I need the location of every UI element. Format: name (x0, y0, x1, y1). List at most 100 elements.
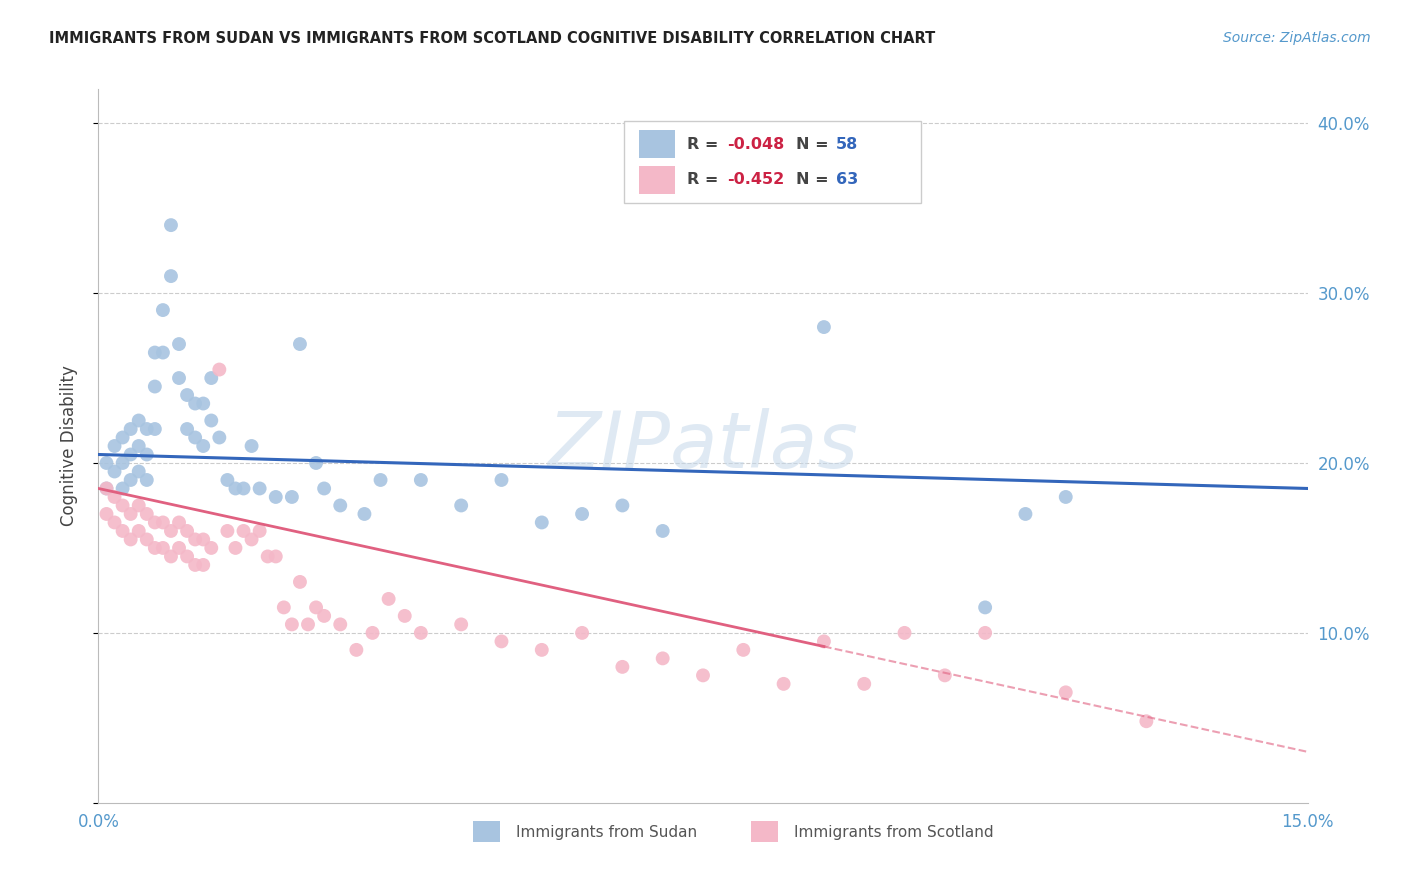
Y-axis label: Cognitive Disability: Cognitive Disability (59, 366, 77, 526)
Point (329, 499, 352, 513)
Point (974, 600, 997, 615)
Point (184, 430, 207, 444)
Text: N =: N = (796, 172, 834, 187)
Point (135, 448, 157, 462)
Point (314, 482, 336, 496)
Point (96, 507, 118, 521)
Text: -0.048: -0.048 (727, 136, 785, 152)
Point (143, 516, 166, 530)
Point (103, 516, 125, 530)
Point (135, 473, 157, 487)
Point (288, 574, 311, 589)
Point (128, 499, 150, 513)
Point (314, 608, 336, 623)
Point (249, 482, 271, 496)
Point (530, 643, 553, 657)
FancyBboxPatch shape (624, 121, 921, 203)
Point (200, 371, 222, 385)
Point (361, 626, 384, 640)
Point (208, 362, 231, 376)
Point (111, 456, 134, 470)
Point (377, 591, 399, 606)
Point (240, 439, 263, 453)
Point (167, 371, 190, 385)
Text: 58: 58 (837, 136, 858, 152)
Point (128, 524, 150, 538)
Point (176, 524, 198, 538)
Point (934, 668, 956, 682)
Point (813, 634, 835, 648)
Point (184, 533, 207, 547)
Point (224, 541, 246, 555)
Point (176, 388, 198, 402)
Point (651, 524, 673, 538)
Point (184, 396, 207, 410)
Point (450, 617, 472, 632)
Point (120, 473, 142, 487)
Point (120, 422, 142, 436)
Point (128, 413, 150, 427)
Point (733, 643, 755, 657)
Point (305, 456, 328, 470)
Point (394, 608, 416, 623)
Point (176, 422, 198, 436)
Point (143, 379, 166, 393)
Point (329, 617, 352, 632)
Point (176, 549, 198, 564)
Point (893, 626, 915, 640)
Point (612, 660, 634, 674)
Point (232, 524, 254, 538)
Point (120, 533, 142, 547)
Point (1054, 490, 1077, 504)
Point (184, 558, 207, 572)
Point (273, 600, 295, 615)
Point (232, 482, 254, 496)
Point (128, 465, 150, 479)
Point (256, 549, 278, 564)
Text: ZIPatlas: ZIPatlas (547, 408, 859, 484)
Point (281, 490, 304, 504)
Point (240, 533, 263, 547)
Point (96, 456, 118, 470)
Text: Immigrants from Scotland: Immigrants from Scotland (793, 825, 993, 840)
Text: R =: R = (688, 172, 724, 187)
Point (264, 549, 287, 564)
Point (193, 533, 215, 547)
Point (281, 617, 304, 632)
Point (974, 626, 997, 640)
Point (297, 617, 319, 632)
Point (111, 430, 134, 444)
Point (571, 507, 593, 521)
Point (853, 677, 876, 691)
Point (135, 422, 157, 436)
Point (167, 337, 190, 351)
Point (1014, 507, 1036, 521)
Point (193, 396, 215, 410)
Point (135, 533, 157, 547)
Point (264, 490, 287, 504)
Point (96, 482, 118, 496)
Point (160, 269, 183, 284)
Point (200, 541, 222, 555)
Point (612, 499, 634, 513)
Point (111, 499, 134, 513)
Point (409, 626, 432, 640)
Point (1135, 714, 1157, 729)
Point (217, 524, 239, 538)
Point (651, 651, 673, 665)
Point (128, 439, 150, 453)
Point (152, 303, 174, 318)
Point (409, 473, 432, 487)
Point (120, 507, 142, 521)
Point (96, 482, 118, 496)
Point (571, 626, 593, 640)
Point (344, 643, 367, 657)
Point (103, 439, 125, 453)
Text: IMMIGRANTS FROM SUDAN VS IMMIGRANTS FROM SCOTLAND COGNITIVE DISABILITY CORRELATI: IMMIGRANTS FROM SUDAN VS IMMIGRANTS FROM… (49, 31, 935, 46)
Point (772, 677, 794, 691)
Point (167, 541, 190, 555)
Point (1054, 685, 1077, 699)
Point (193, 558, 215, 572)
Point (208, 430, 231, 444)
FancyBboxPatch shape (638, 130, 675, 159)
